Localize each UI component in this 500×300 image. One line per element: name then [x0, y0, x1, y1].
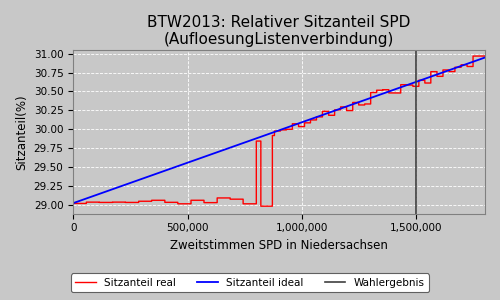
Sitzanteil ideal	[394, 87, 400, 90]
Sitzanteil real	[482, 54, 488, 58]
Sitzanteil real	[476, 54, 482, 58]
Sitzanteil real	[470, 54, 476, 58]
Sitzanteil ideal	[260, 134, 266, 138]
Sitzanteil real	[470, 54, 476, 58]
Sitzanteil real	[258, 204, 264, 208]
Y-axis label: Sitzanteil(%): Sitzanteil(%)	[15, 94, 28, 170]
Legend: Sitzanteil real, Sitzanteil ideal, Wahlergebnis: Sitzanteil real, Sitzanteil ideal, Wahle…	[71, 274, 429, 292]
Sitzanteil real	[91, 200, 97, 204]
Sitzanteil real	[260, 204, 266, 208]
Sitzanteil real	[394, 91, 400, 95]
Sitzanteil ideal	[482, 56, 488, 59]
Sitzanteil ideal	[470, 60, 476, 64]
Sitzanteil ideal	[270, 130, 276, 134]
Line: Sitzanteil real: Sitzanteil real	[73, 56, 485, 206]
Sitzanteil ideal	[91, 194, 97, 197]
Title: BTW2013: Relativer Sitzanteil SPD
(AufloesungListenverbindung): BTW2013: Relativer Sitzanteil SPD (Auflo…	[148, 15, 411, 47]
Line: Sitzanteil ideal: Sitzanteil ideal	[73, 58, 485, 203]
Sitzanteil real	[70, 202, 76, 205]
Sitzanteil ideal	[70, 201, 76, 205]
Sitzanteil real	[270, 134, 276, 137]
Sitzanteil ideal	[470, 60, 476, 64]
X-axis label: Zweitstimmen SPD in Niedersachsen: Zweitstimmen SPD in Niedersachsen	[170, 239, 388, 252]
